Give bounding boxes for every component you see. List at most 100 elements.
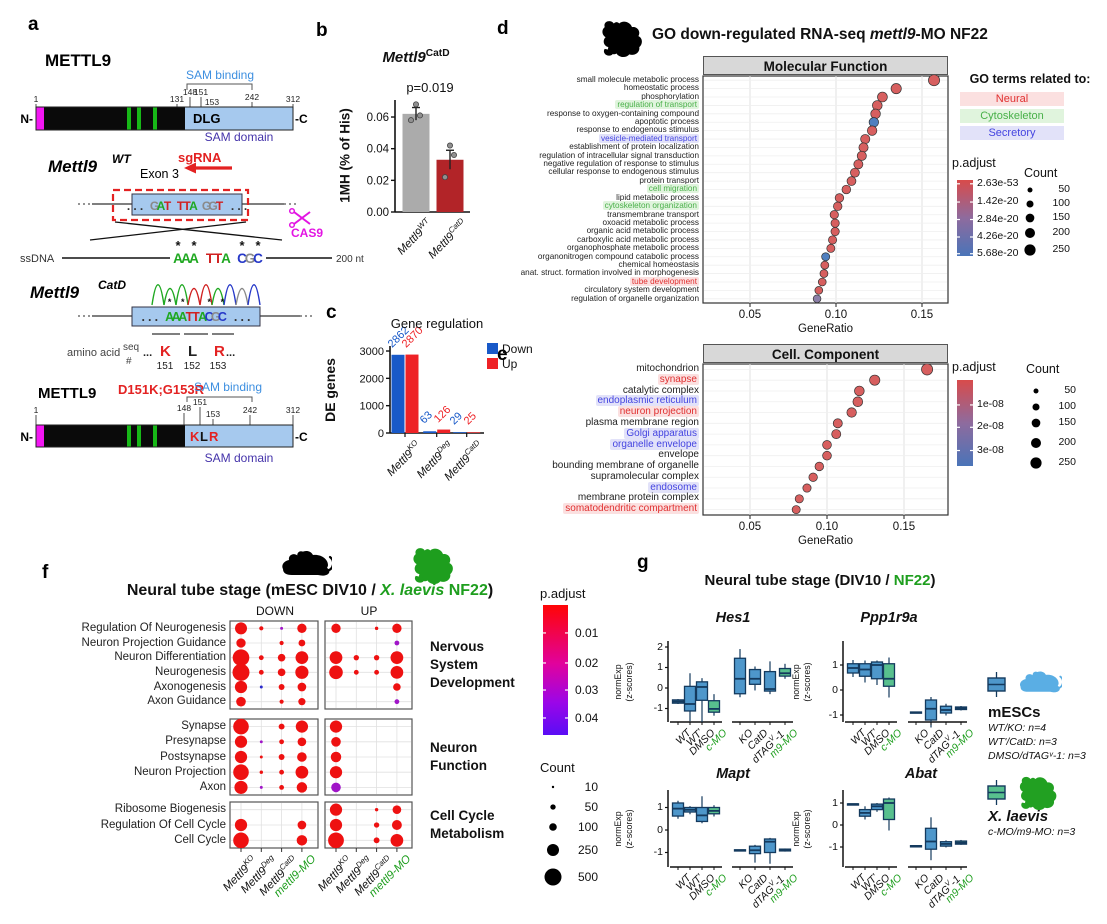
- f-padjust-label: 0.02: [575, 655, 599, 670]
- b-data-point: [450, 152, 457, 159]
- f-dot: [258, 669, 264, 675]
- chromatogram-peak: [247, 284, 261, 306]
- catd-allele-sup: CatD: [98, 278, 126, 292]
- aa-residue: K: [160, 343, 171, 360]
- position-tick: 312: [286, 94, 300, 104]
- e-go-term-label: membrane protein complex: [577, 492, 699, 504]
- f-dot: [233, 764, 249, 780]
- f-group-label: Nervous System Development: [430, 639, 515, 690]
- g-ytick-label: -1: [653, 846, 663, 858]
- d-padjust-label: 1.42e-20: [977, 195, 1019, 208]
- f-dot: [297, 820, 307, 830]
- f-dot: [236, 696, 246, 707]
- d-go-term-label: lipid metabolic process: [616, 192, 699, 202]
- f-count-label: 100: [577, 820, 598, 834]
- g-mesc-n: WT/KO: n=4: [988, 722, 1047, 734]
- aa-residue: ...: [143, 347, 152, 359]
- f-dot: [295, 765, 309, 779]
- base: T: [164, 199, 172, 213]
- position-tick: 242: [243, 405, 257, 415]
- d-go-term-label: homeostatic process: [623, 83, 699, 93]
- position-tick: 148: [177, 403, 191, 413]
- f-dot: [258, 655, 264, 661]
- f-dot: [391, 820, 402, 830]
- tm-stripe: [153, 107, 157, 130]
- e-count-label: 50: [1064, 384, 1076, 396]
- f-row-label: Neuron Projection: [133, 765, 226, 778]
- d-go-term-label: cell migration: [646, 184, 699, 194]
- c-bar: [467, 432, 481, 433]
- f-dot: [233, 718, 249, 735]
- d-go-dot: [853, 159, 864, 170]
- base: A: [189, 251, 199, 266]
- d-go-dot: [890, 83, 902, 95]
- panel-c-label: c: [326, 302, 337, 323]
- tm-stripe: [127, 425, 131, 447]
- base: G: [245, 251, 256, 266]
- d-padjust-title: p.adjust: [952, 156, 996, 170]
- e-facet-header: Cell. Component: [703, 344, 948, 363]
- sam-domain-label-2: SAM domain: [205, 451, 274, 465]
- b-data-point: [412, 101, 419, 108]
- e-count-dot: [1031, 418, 1041, 428]
- f-dot: [353, 669, 359, 675]
- f-dot: [259, 626, 264, 631]
- d-go-term-label: negative regulation of response to stimu…: [543, 159, 699, 169]
- d-go-term-label: transmembrane transport: [607, 209, 699, 219]
- d-xtick-label: 0.05: [738, 309, 762, 321]
- d-go-dot: [819, 269, 829, 278]
- base: A: [172, 310, 181, 324]
- d-padjust-label: 4.26e-20: [977, 230, 1019, 242]
- aa-number: 152: [184, 361, 201, 372]
- f-dot: [394, 699, 400, 705]
- g-ytick-label: -1: [828, 708, 838, 721]
- signal-peptide-box-2: [36, 425, 44, 447]
- f-row-label: Ribosome Biogenesis: [114, 803, 226, 816]
- e-padjust-colorbar: [957, 380, 973, 466]
- e-count-dot: [1030, 437, 1042, 449]
- e-go-dot: [822, 450, 832, 461]
- base: .: [140, 199, 143, 213]
- d-go-term-label: circulatory system development: [584, 285, 699, 295]
- sgrna-arrowhead: [184, 162, 196, 174]
- chromatogram-peak: [211, 287, 225, 306]
- e-go-dot: [822, 440, 832, 450]
- e-padjust-label: 2e-08: [977, 420, 1004, 433]
- e-xtick-label: 0.10: [815, 521, 839, 533]
- e-go-term-label: Golgi apparatus: [624, 427, 699, 439]
- c-ytick-label: 3000: [360, 346, 384, 358]
- nterm-domain-box-2: [44, 425, 185, 447]
- c-bar: [423, 431, 437, 433]
- f-dot: [278, 684, 285, 690]
- d-go-term-label: chemical homeostasis: [618, 259, 699, 269]
- position-tick: 151: [194, 87, 208, 97]
- ssdna-length: 200 nt: [336, 254, 364, 265]
- base: .: [148, 310, 151, 324]
- mutation-asterisk: *: [255, 238, 261, 253]
- sanger-chromatogram: [151, 284, 261, 306]
- position-tick: 151: [193, 397, 207, 407]
- sam-domain-label: SAM domain: [205, 130, 274, 144]
- aa-number: 151: [157, 361, 174, 372]
- position-tick: 242: [245, 92, 259, 102]
- e-count-label: 100: [1058, 400, 1076, 412]
- d-go-dot: [814, 286, 824, 295]
- base: T: [214, 251, 223, 266]
- e-padjust-label: 3e-08: [977, 443, 1004, 456]
- c-ytick-label: 2000: [360, 373, 384, 385]
- f-dot: [234, 780, 248, 794]
- f-dot: [329, 720, 343, 733]
- f-dot: [234, 750, 248, 764]
- f-row-label: Postsynapse: [160, 750, 226, 763]
- e-go-term-label: somatodendritic compartment: [563, 503, 699, 515]
- d-xtick-label: 0.10: [824, 309, 848, 321]
- e-go-dot: [852, 396, 864, 407]
- cas9-label: CAS9: [291, 226, 323, 240]
- f-dot: [296, 835, 308, 846]
- f-padjust-colorbar: [543, 605, 568, 735]
- f-dot: [353, 654, 359, 661]
